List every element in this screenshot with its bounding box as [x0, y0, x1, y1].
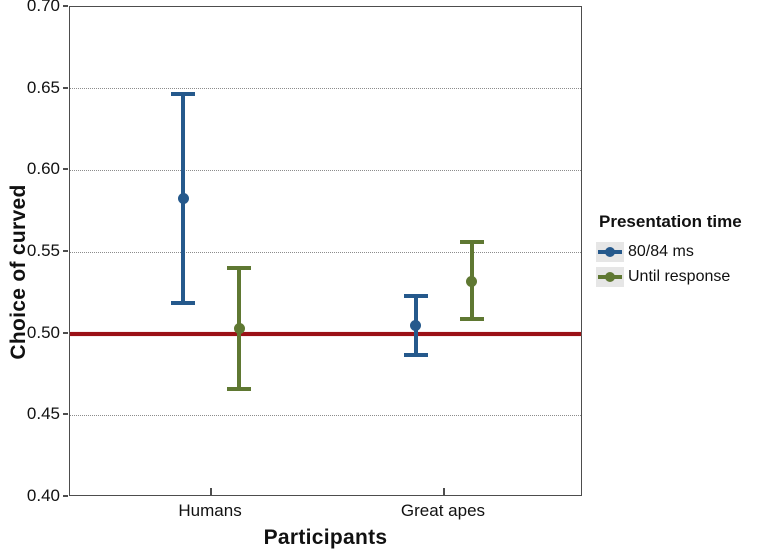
error-bar-cap-top: [227, 266, 252, 271]
error-bar-cap-top: [171, 91, 196, 96]
gridline: [70, 88, 581, 90]
y-axis-title: Choice of curved: [7, 184, 30, 360]
y-tick-label: 0.60: [26, 159, 60, 179]
y-tick-label: 0.70: [26, 0, 60, 15]
y-tick: [63, 250, 68, 252]
y-tick-label: 0.45: [26, 404, 60, 424]
legend-key-marker-icon: [596, 242, 624, 262]
legend-item: 80/84 ms: [596, 242, 766, 262]
x-tick: [442, 488, 445, 495]
y-tick: [63, 331, 68, 334]
legend: Presentation time 80/84 ms Until response: [596, 212, 766, 292]
y-tick-label: 0.40: [26, 486, 60, 505]
legend-item: Until response: [596, 267, 766, 287]
mean-point: [177, 192, 189, 204]
y-tick-label: 0.55: [26, 241, 60, 260]
y-tick-label: 0.50: [26, 322, 60, 342]
gridline: [70, 251, 581, 253]
error-bar-cap-bottom: [171, 300, 196, 305]
reference-line: [70, 331, 581, 336]
mean-point: [233, 323, 245, 335]
legend-item-label: Until response: [628, 268, 731, 285]
error-bar-cap-top: [459, 240, 484, 245]
gridline: [70, 169, 581, 171]
legend-items: 80/84 ms Until response: [596, 242, 766, 287]
error-bar-cap-top: [403, 294, 428, 299]
mean-point: [410, 320, 422, 331]
y-tick: [63, 495, 68, 497]
legend-item-label: 80/84 ms: [628, 243, 694, 260]
error-bar-cap-bottom: [459, 316, 484, 321]
x-tick-label: Humans: [178, 501, 242, 520]
legend-key-dot: [605, 272, 615, 282]
y-tick: [63, 168, 68, 171]
x-tick-label: Great apes: [400, 501, 486, 520]
y-tick-label: 0.65: [26, 77, 60, 97]
y-tick: [63, 413, 68, 416]
mean-point: [466, 275, 478, 287]
x-axis-title: Participants: [263, 526, 388, 549]
gridline: [70, 414, 581, 416]
plot-area: [69, 6, 582, 496]
x-tick: [210, 488, 213, 495]
legend-key-marker-icon: [596, 267, 624, 287]
legend-key-dot: [605, 247, 615, 257]
error-bar-cap-bottom: [227, 387, 252, 392]
y-tick: [63, 5, 68, 7]
y-tick: [63, 86, 68, 89]
error-bar-cap-bottom: [403, 352, 428, 357]
legend-title: Presentation time: [599, 212, 742, 231]
